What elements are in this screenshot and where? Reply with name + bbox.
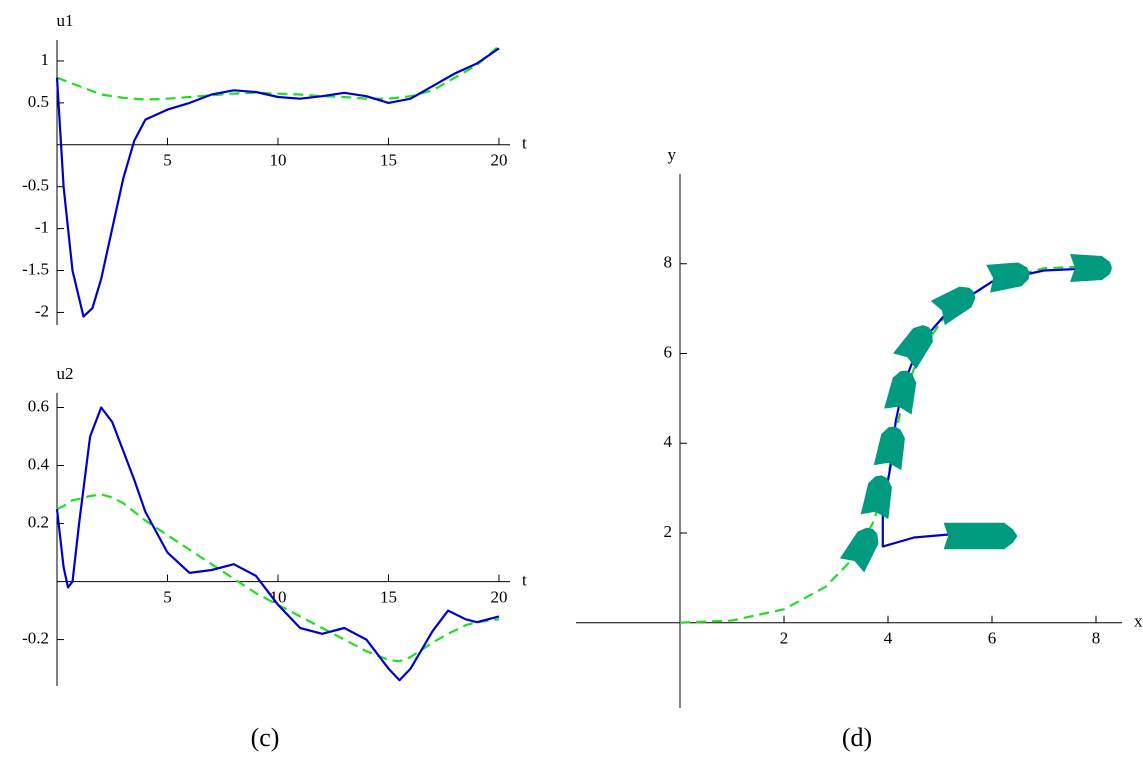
y-tick-label: 4 xyxy=(664,432,673,451)
y-axis-label: y xyxy=(668,145,677,164)
y-tick-label: 0.4 xyxy=(28,454,50,473)
x-tick-label: 8 xyxy=(1092,629,1101,648)
y-tick-label: 1 xyxy=(41,50,50,69)
series-line xyxy=(56,45,500,101)
series-line xyxy=(56,493,500,663)
y-tick-label: 8 xyxy=(664,253,673,272)
caption: (d) xyxy=(842,723,872,752)
series-line xyxy=(881,267,1097,548)
x-tick-label: 10 xyxy=(269,151,286,170)
y-tick-label: -1 xyxy=(35,218,49,237)
y-axis-label: u2 xyxy=(57,364,74,383)
vehicle xyxy=(884,370,917,415)
series-line xyxy=(55,406,500,682)
vehicle xyxy=(1070,254,1112,282)
y-tick-label: -2 xyxy=(35,301,49,320)
plot: 5 10 15 20 -2 -1.5 -1 -0.5 0.5 1 t u1 xyxy=(22,11,527,325)
caption: (c) xyxy=(251,723,280,752)
vehicle xyxy=(943,522,1018,550)
y-tick-label: -1.5 xyxy=(22,259,49,278)
x-tick-label: 6 xyxy=(988,629,997,648)
x-axis-label: t xyxy=(522,570,527,589)
x-tick-label: 10 xyxy=(269,587,286,606)
vehicle xyxy=(930,286,976,326)
y-tick-label: 0.5 xyxy=(28,92,49,111)
y-tick-label: -0.2 xyxy=(22,628,49,647)
x-tick-label: 5 xyxy=(163,151,172,170)
y-tick-label: -0.5 xyxy=(22,176,49,195)
y-axis-label: u1 xyxy=(57,11,74,30)
plot: 2 4 6 8 2 4 6 8 x y xyxy=(576,145,1143,708)
vehicles xyxy=(839,254,1112,573)
y-tick-label: 6 xyxy=(664,342,673,361)
vehicle xyxy=(893,325,933,370)
x-tick-label: 5 xyxy=(163,587,172,606)
vehicle xyxy=(839,527,879,573)
y-tick-label: 2 xyxy=(664,522,673,541)
series-line xyxy=(55,47,500,318)
y-tick-label: 0.6 xyxy=(28,396,49,415)
plot: 5 10 15 20 -0.2 0.2 0.4 0.6 t u2 xyxy=(22,364,527,686)
x-tick-label: 2 xyxy=(780,629,789,648)
x-tick-label: 20 xyxy=(490,587,507,606)
x-axis-label: x xyxy=(1134,612,1143,631)
y-tick-label: 0.2 xyxy=(28,512,49,531)
vehicle xyxy=(860,475,892,520)
vehicle xyxy=(873,426,905,471)
x-tick-label: 15 xyxy=(380,151,397,170)
x-tick-label: 20 xyxy=(490,151,507,170)
x-tick-label: 15 xyxy=(380,587,397,606)
vehicle xyxy=(986,262,1030,293)
x-tick-label: 4 xyxy=(884,629,893,648)
x-axis-label: t xyxy=(522,134,527,153)
